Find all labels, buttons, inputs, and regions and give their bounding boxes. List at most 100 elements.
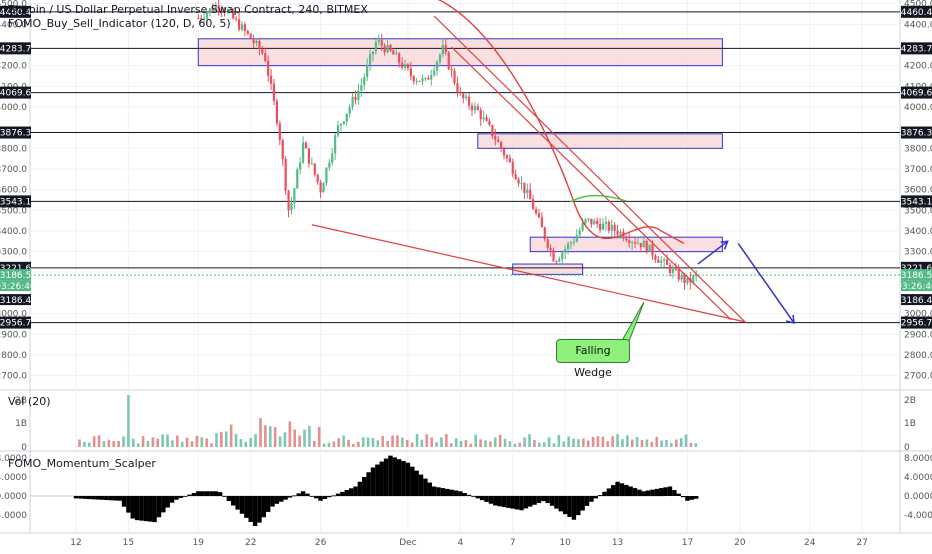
momentum-bar <box>449 489 454 496</box>
x-tick-label: 12 <box>70 538 81 548</box>
y-tick-label-right: 3800.0 <box>904 144 932 154</box>
volume-bar <box>405 439 409 447</box>
candle-body <box>671 269 674 274</box>
candle-body <box>366 64 369 78</box>
level-tag-text: 3221.6 <box>0 264 32 274</box>
candle-body <box>636 243 640 245</box>
level-tag-text: 4460.4 <box>0 8 32 18</box>
candle-body <box>203 18 206 20</box>
candle-body <box>415 80 418 82</box>
level-tag <box>0 42 31 55</box>
current-price-tag <box>901 269 932 281</box>
candle-body <box>500 141 503 149</box>
momentum-bar <box>501 496 507 508</box>
candle-body <box>328 162 331 168</box>
candle-body <box>293 188 296 204</box>
volume-bar <box>469 443 473 447</box>
momentum-bar <box>348 488 354 496</box>
y-tick-label-right: 3700.0 <box>904 165 932 175</box>
volume-bar <box>87 442 91 447</box>
level-tag-text: 3543.1 <box>0 197 31 207</box>
candle-body <box>223 10 226 13</box>
y-tick-label-left: 3500.0 <box>0 206 27 216</box>
momentum-y-label-left: -4.0000 <box>0 511 27 521</box>
candle-body <box>345 113 348 122</box>
candle-body <box>339 123 343 126</box>
momentum-bar <box>584 496 590 506</box>
volume-bar <box>205 438 208 447</box>
y-tick-label-left: 2900.0 <box>0 330 27 340</box>
prev-close-text: 3186.4 <box>901 296 932 306</box>
level-tag <box>901 195 932 208</box>
candle-body <box>453 70 456 84</box>
candle-body <box>235 18 238 20</box>
volume-bar <box>176 435 179 447</box>
candle-body <box>532 199 535 210</box>
candle-body <box>613 224 616 231</box>
momentum-bar <box>414 470 419 496</box>
momentum-bar <box>510 496 515 509</box>
candle-body <box>334 135 337 154</box>
momentum-bar <box>427 482 432 496</box>
candle-body <box>511 162 514 175</box>
candle-body <box>491 125 494 137</box>
candle-body <box>610 224 613 231</box>
level-tag-text: 3221.6 <box>901 264 932 274</box>
volume-bar <box>185 437 189 447</box>
momentum-bar <box>134 496 140 521</box>
candle-body <box>686 277 689 284</box>
momentum-bar <box>541 496 546 502</box>
indicator-red-curve <box>437 0 685 244</box>
current-price-text: 3186.5 <box>901 271 932 281</box>
candle-body <box>485 117 488 121</box>
volume-bar <box>489 441 492 447</box>
candle-body <box>651 244 654 256</box>
volume-bar <box>83 441 86 447</box>
volume-bar <box>361 437 365 447</box>
volume-bar <box>420 439 424 447</box>
level-tag <box>901 126 932 139</box>
candle-body <box>275 100 279 124</box>
candle-body <box>569 242 573 244</box>
candle-body <box>371 51 375 55</box>
volume-bar <box>337 438 341 447</box>
x-tick-label: 19 <box>193 538 205 548</box>
candle-body <box>631 242 634 244</box>
momentum-bar <box>462 493 467 496</box>
volume-bar <box>234 434 238 447</box>
momentum-histogram <box>30 455 699 527</box>
candle-body <box>628 240 631 243</box>
momentum-bar <box>562 496 568 515</box>
volume-bar <box>503 438 507 447</box>
volume-bar <box>254 434 257 447</box>
momentum-bar <box>239 496 245 514</box>
volume-bar <box>166 434 169 447</box>
volume-bar <box>674 439 678 447</box>
candle-body <box>502 148 506 156</box>
level-tag <box>901 316 932 329</box>
momentum-bar <box>405 462 411 496</box>
x-tick-label: 15 <box>123 538 134 548</box>
candle-body <box>467 96 471 106</box>
candle-body <box>357 90 360 100</box>
x-tick-label: 24 <box>804 538 816 548</box>
momentum-bar <box>121 496 127 507</box>
candle-body <box>438 54 442 62</box>
trend-lines <box>311 0 795 345</box>
momentum-bar <box>226 496 232 502</box>
candle-body <box>354 96 357 100</box>
candle-body <box>377 40 380 42</box>
volume-bar <box>611 436 614 447</box>
countdown-text: 03:26:40 <box>896 282 932 292</box>
x-tick-label: 17 <box>682 538 693 548</box>
candle-body <box>695 273 698 276</box>
momentum-bar <box>645 490 651 496</box>
candle-body <box>269 75 273 84</box>
candle-body <box>261 49 264 54</box>
candle-body <box>430 75 433 80</box>
candle-body <box>264 53 267 62</box>
candle-body <box>482 117 485 120</box>
momentum-bar <box>650 489 655 496</box>
y-tick-label-left: 3600.0 <box>0 186 27 196</box>
